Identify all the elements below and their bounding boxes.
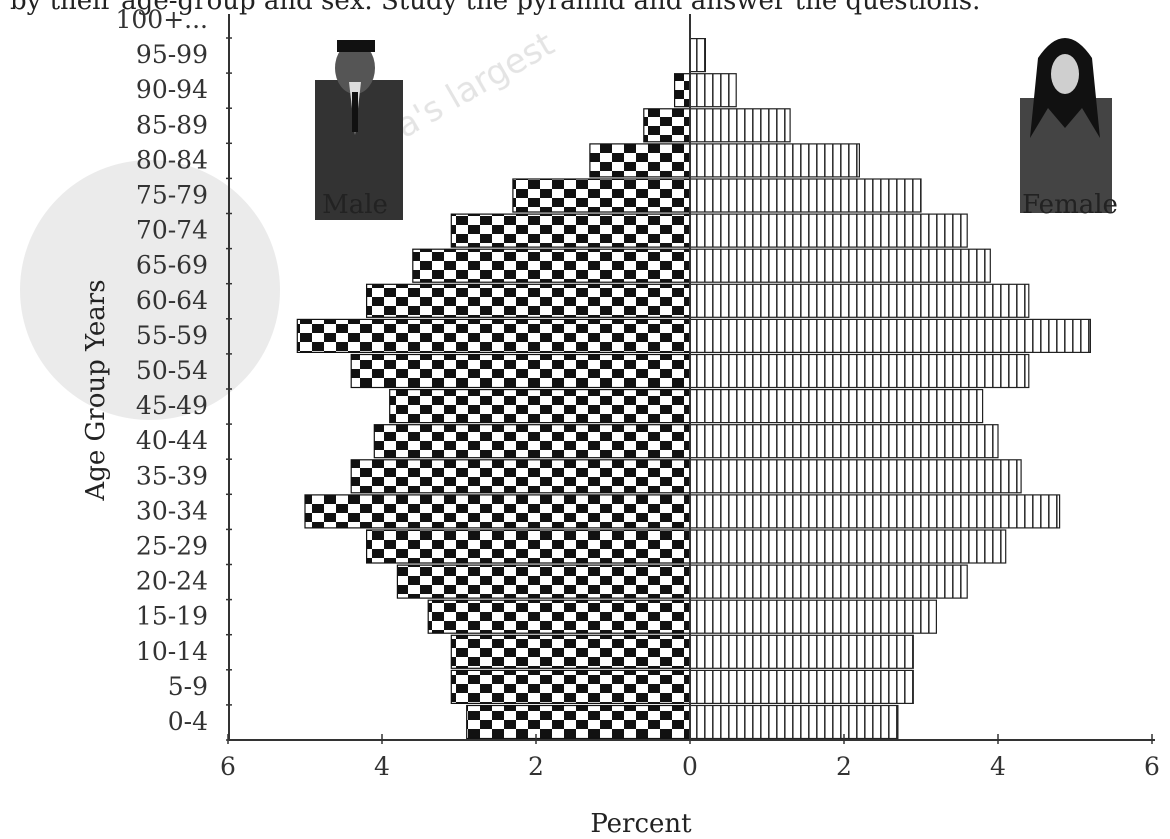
- female-bar-15-19: [689, 599, 937, 634]
- y-tick-label-85-89: 85-89: [136, 110, 208, 139]
- female-bar-95-99: [689, 37, 706, 73]
- y-tick-label-15-19: 15-19: [136, 602, 208, 631]
- female-bar-55-59: [689, 318, 1091, 353]
- y-tick-label-35-39: 35-39: [136, 461, 208, 490]
- y-tick-label-100+...: 100+...: [115, 5, 208, 34]
- bars-group: [296, 37, 1091, 740]
- male-bar-35-39: [350, 459, 691, 494]
- header-text: by their age-group and sex. Study the py…: [10, 0, 981, 16]
- y-tick-label-75-79: 75-79: [136, 181, 208, 210]
- female-bar-20-24: [689, 564, 968, 599]
- y-tick-label-25-29: 25-29: [136, 532, 208, 561]
- female-bar-25-29: [689, 529, 1007, 564]
- male-bar-10-14: [450, 634, 691, 669]
- x-tick-label-3: 0: [682, 752, 698, 781]
- x-tick-label-5: 4: [990, 752, 1006, 781]
- axes-group: 0-4 5-9 10-14 15-19 20-24 25-29 30-34 35-39 40-4…: [115, 5, 1159, 781]
- female-bar-10-14: [689, 634, 914, 669]
- male-bar-80-84: [589, 143, 691, 178]
- y-axis-title: Age Group Years: [81, 279, 111, 501]
- female-bar-85-89: [689, 108, 791, 143]
- female-bar-80-84: [689, 143, 860, 178]
- y-tick-label-20-24: 20-24: [136, 567, 208, 596]
- female-bar-40-44: [689, 424, 999, 459]
- y-tick-label-55-59: 55-59: [136, 321, 208, 350]
- male-bar-75-79: [512, 178, 691, 213]
- female-bar-50-54: [689, 353, 1030, 389]
- y-tick-label-95-99: 95-99: [136, 40, 208, 69]
- y-tick-label-70-74: 70-74: [136, 216, 208, 245]
- male-bar-65-69: [412, 248, 691, 283]
- y-tick-label-30-34: 30-34: [136, 496, 208, 525]
- y-tick-label-50-54: 50-54: [136, 356, 208, 385]
- male-bar-25-29: [366, 529, 691, 564]
- y-tick-label-40-44: 40-44: [136, 426, 208, 455]
- male-bar-70-74: [450, 213, 691, 248]
- female-bar-90-94: [689, 73, 737, 108]
- y-tick-label-90-94: 90-94: [136, 75, 208, 104]
- male-bar-5-9: [450, 669, 691, 705]
- x-tick-label-2: 2: [528, 752, 544, 781]
- female-bar-45-49: [689, 389, 984, 424]
- male-bar-85-89: [643, 108, 691, 143]
- y-tick-label-0-4: 0-4: [168, 707, 208, 736]
- y-tick-label-65-69: 65-69: [136, 251, 208, 280]
- x-axis-title: Percent: [590, 809, 692, 839]
- male-bar-90-94: [673, 73, 691, 108]
- male-bar-15-19: [427, 599, 691, 634]
- male-bar-55-59: [296, 318, 691, 353]
- x-tick-label-4: 2: [836, 752, 852, 781]
- male-legend-label: Male: [322, 190, 388, 220]
- male-figure-icon: [315, 40, 403, 220]
- y-tick-label-5-9: 5-9: [168, 672, 208, 701]
- male-bar-30-34: [304, 494, 691, 529]
- x-tick-label-6: 6: [1144, 752, 1160, 781]
- female-bar-30-34: [689, 494, 1061, 529]
- male-bar-45-49: [389, 389, 691, 424]
- male-bar-50-54: [350, 353, 691, 389]
- x-tick-label-0: 6: [220, 752, 236, 781]
- female-figure-icon: [1020, 38, 1112, 213]
- y-tick-label-80-84: 80-84: [136, 145, 208, 174]
- female-bar-35-39: [689, 459, 1022, 494]
- female-legend-label: Female: [1022, 190, 1118, 220]
- male-bar-40-44: [373, 424, 691, 459]
- male-bar-20-24: [396, 564, 691, 599]
- y-tick-label-10-14: 10-14: [136, 637, 208, 666]
- y-tick-label-60-64: 60-64: [136, 286, 208, 315]
- female-bar-65-69: [689, 248, 991, 283]
- x-tick-label-1: 4: [374, 752, 390, 781]
- female-bar-60-64: [689, 283, 1030, 318]
- male-bar-0-4: [466, 704, 691, 740]
- male-bar-60-64: [366, 283, 691, 318]
- female-bar-70-74: [689, 213, 968, 248]
- female-bar-0-4: [689, 704, 899, 740]
- female-bar-75-79: [689, 178, 922, 213]
- y-tick-label-45-49: 45-49: [136, 391, 208, 420]
- female-bar-5-9: [689, 669, 914, 705]
